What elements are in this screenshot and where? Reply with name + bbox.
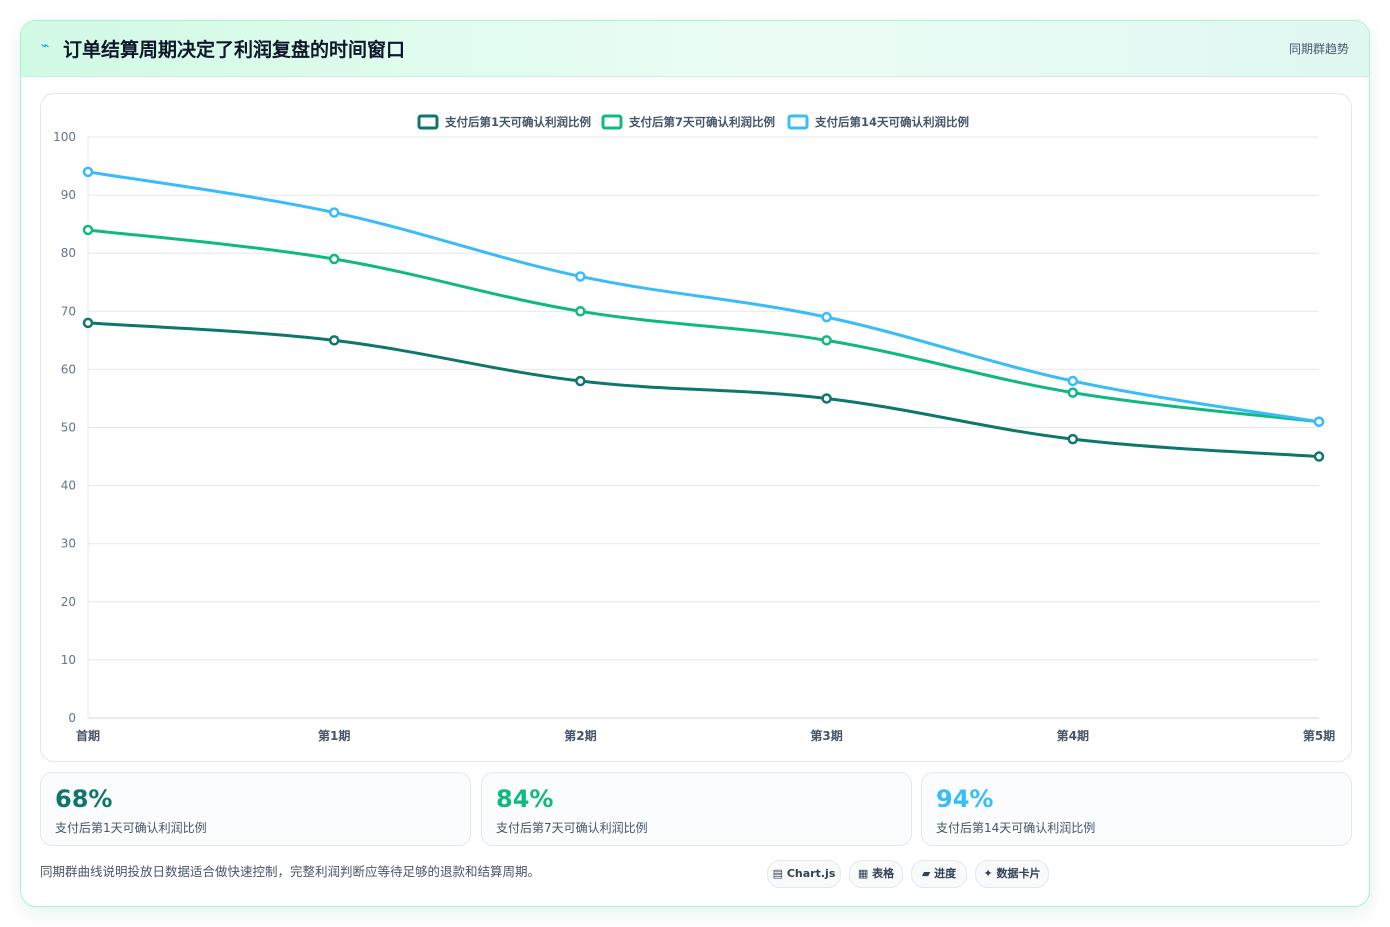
y-tick-label: 60: [61, 362, 76, 376]
legend-swatch: [601, 114, 623, 130]
y-tick-label: 100: [53, 130, 76, 144]
data-point: [82, 317, 94, 329]
stats-row: 68% 支付后第1天可确认利润比例 84% 支付后第7天可确认利润比例 94% …: [40, 772, 1352, 846]
legend-label: 支付后第1天可确认利润比例: [444, 115, 591, 129]
chip-progress[interactable]: ▰ 进度: [911, 860, 967, 888]
page-title: 订单结算周期决定了利润复盘的时间窗口: [63, 39, 406, 61]
x-tick-label: 第5期: [1303, 728, 1335, 743]
y-tick-label: 70: [61, 304, 76, 318]
y-tick-label: 40: [61, 479, 76, 493]
series-line-1: [86, 321, 1321, 459]
chip-data-card[interactable]: ✦ 数据卡片: [975, 860, 1049, 888]
chip-chartjs[interactable]: ▤ Chart.js: [767, 860, 841, 888]
header-tag: 同期群趋势: [1288, 42, 1349, 56]
x-tick-label: 第1期: [318, 728, 350, 743]
data-point: [575, 375, 586, 387]
stat-label: 支付后第1天可确认利润比例: [55, 821, 207, 835]
legend-swatch: [417, 114, 439, 130]
data-point: [821, 311, 832, 323]
series-line-2: [86, 228, 1321, 424]
legend-label: 支付后第14天可确认利润比例: [814, 115, 969, 129]
stat-label: 支付后第14天可确认利润比例: [936, 821, 1096, 835]
chip-label: 进度: [934, 867, 957, 880]
chart-card: ⌁ 订单结算周期决定了利润复盘的时间窗口 同期群趋势 0 10 20 30 40 50 60…: [20, 20, 1370, 907]
data-point: [1313, 451, 1325, 462]
footnote: 同期群曲线说明投放日数据适合做快速控制，完整利润判断应等待足够的退款和结算周期。: [40, 864, 541, 879]
data-point: [328, 335, 340, 346]
y-tick-label: 0: [68, 711, 76, 725]
card-header: ⌁ 订单结算周期决定了利润复盘的时间窗口 同期群趋势: [21, 21, 1369, 77]
y-tick-label: 10: [61, 653, 76, 667]
stat-card-3: 94% 支付后第14天可确认利润比例: [921, 772, 1352, 846]
x-tick-label: 第3期: [810, 728, 842, 743]
data-point: [328, 253, 340, 265]
data-point: [575, 271, 586, 282]
data-point: [82, 166, 94, 178]
data-point: [1067, 375, 1079, 387]
chip-label: Chart.js: [786, 867, 836, 880]
chip-label: 表格: [872, 867, 895, 880]
data-point: [1067, 433, 1079, 445]
chart-icon: ⌁: [41, 38, 50, 54]
stat-value: 84%: [496, 785, 554, 813]
line-chart: 0 10 20 30 40 50 60 70 80 90 100 首期 第1期 第2期 第3期 第4期 第5期 支…: [53, 114, 1335, 743]
data-point: [575, 306, 586, 317]
table-icon: ▦: [857, 867, 869, 880]
chip-table[interactable]: ▦ 表格: [849, 860, 903, 888]
chart-panel: 0 10 20 30 40 50 60 70 80 90 100 首期 第1期 第2期 第3期 第4期 第5期 支…: [40, 93, 1352, 762]
y-tick-label: 90: [61, 188, 76, 202]
legend-label: 支付后第7天可确认利润比例: [628, 115, 775, 129]
progress-icon: ▰: [921, 867, 931, 880]
data-point: [82, 224, 94, 236]
stat-card-2: 84% 支付后第7天可确认利润比例: [481, 772, 912, 846]
series-line-3: [86, 170, 1321, 424]
stat-label: 支付后第7天可确认利润比例: [496, 821, 648, 835]
x-tick-label: 第2期: [564, 728, 596, 743]
y-tick-label: 30: [61, 537, 76, 551]
sparkle-icon: ✦: [983, 867, 993, 880]
data-point: [821, 335, 832, 346]
data-point: [1067, 387, 1079, 398]
data-point: [328, 207, 340, 218]
chart-icon: ▤: [772, 867, 784, 880]
data-point: [821, 393, 832, 404]
y-tick-label: 20: [61, 595, 76, 609]
y-tick-label: 50: [61, 421, 76, 435]
x-tick-label: 第4期: [1057, 728, 1089, 743]
stat-value: 68%: [55, 785, 113, 813]
y-tick-label: 80: [61, 246, 76, 260]
x-tick-label: 首期: [76, 728, 100, 743]
stat-card-1: 68% 支付后第1天可确认利润比例: [40, 772, 471, 846]
legend-swatch: [787, 114, 809, 130]
chip-label: 数据卡片: [996, 867, 1041, 880]
stat-value: 94%: [936, 785, 994, 813]
data-point: [1313, 416, 1325, 427]
